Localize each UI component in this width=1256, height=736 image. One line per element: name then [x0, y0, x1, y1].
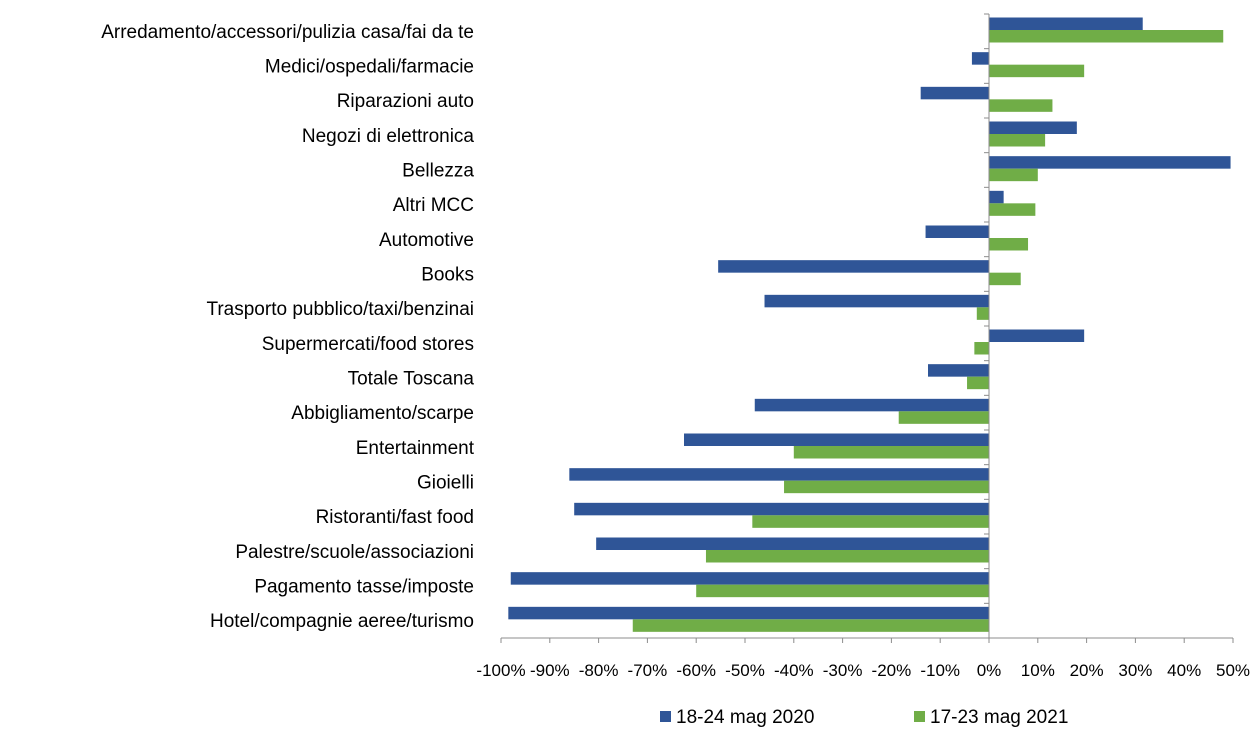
bar-series2-11	[898, 411, 989, 424]
category-label: Gioielli	[417, 473, 474, 494]
x-tick-label: -50%	[725, 661, 765, 680]
category-label: Pagamento tasse/imposte	[254, 577, 474, 598]
category-label: Books	[421, 265, 474, 286]
bar-series2-6	[989, 238, 1029, 251]
bar-series2-8	[976, 307, 989, 320]
x-tick-label: -80%	[579, 661, 619, 680]
x-tick-label: 40%	[1167, 661, 1201, 680]
legend-swatch-2	[914, 711, 925, 722]
x-tick-label: -40%	[774, 661, 814, 680]
bar-series1-0	[989, 17, 1143, 30]
x-tick-label: 50%	[1216, 661, 1250, 680]
bar-series1-1	[971, 52, 989, 65]
category-label: Entertainment	[356, 438, 475, 459]
category-label: Bellezza	[402, 161, 474, 182]
bar-series2-17	[632, 619, 989, 632]
bar-series1-8	[764, 294, 989, 308]
x-tick-label: 20%	[1070, 661, 1104, 680]
category-label: Abbigliamento/scarpe	[291, 403, 474, 424]
bar-series2-13	[784, 480, 989, 494]
legend-label-1: 18-24 mag 2020	[676, 707, 814, 728]
category-label: Hotel/compagnie aeree/turismo	[210, 611, 474, 632]
category-label: Totale Toscana	[348, 369, 475, 390]
bar-series2-3	[989, 134, 1046, 147]
bar-series1-4	[989, 156, 1231, 169]
bar-series1-11	[754, 398, 989, 412]
x-tick-label: -90%	[530, 661, 570, 680]
x-tick-label: -10%	[920, 661, 960, 680]
bar-series2-7	[989, 272, 1021, 286]
bars-group	[508, 17, 1231, 632]
x-tick-label: -100%	[476, 661, 525, 680]
bar-series1-5	[989, 190, 1004, 204]
x-tick-label: -70%	[628, 661, 668, 680]
bar-series2-4	[989, 168, 1038, 182]
x-tick-label: 30%	[1118, 661, 1152, 680]
bar-series1-15	[596, 537, 989, 550]
bar-series1-13	[569, 468, 989, 481]
bar-series1-12	[684, 433, 989, 446]
legend-label-2: 17-23 mag 2021	[930, 707, 1068, 728]
bar-series2-1	[989, 64, 1085, 78]
bar-series2-9	[974, 342, 989, 355]
category-label: Riparazioni auto	[337, 91, 474, 112]
category-label: Altri MCC	[393, 195, 474, 216]
bar-series2-5	[989, 203, 1036, 216]
bar-series1-9	[989, 329, 1085, 342]
legend: 18-24 mag 2020 17-23 mag 2021	[660, 707, 1068, 728]
bar-series2-14	[752, 515, 989, 528]
category-label: Palestre/scuole/associazioni	[235, 542, 474, 563]
category-label: Supermercati/food stores	[262, 334, 474, 355]
x-tick-label: 10%	[1021, 661, 1055, 680]
bar-series1-2	[920, 86, 989, 100]
x-tick-label: -20%	[872, 661, 912, 680]
bar-series1-7	[718, 260, 989, 273]
category-label: Negozi di elettronica	[302, 126, 475, 147]
bar-series1-16	[510, 572, 989, 585]
bar-series1-14	[574, 502, 989, 516]
bar-series1-10	[928, 364, 989, 377]
y-axis	[984, 13, 990, 639]
bar-series1-3	[989, 121, 1077, 134]
bar-series2-0	[989, 30, 1224, 43]
x-tick-label: -30%	[823, 661, 863, 680]
legend-swatch-1	[660, 711, 671, 722]
category-label: Ristoranti/fast food	[316, 507, 474, 528]
category-labels: Arredamento/accessori/pulizia casa/fai d…	[101, 22, 475, 632]
category-label: Arredamento/accessori/pulizia casa/fai d…	[101, 22, 474, 43]
category-label: Medici/ospedali/farmacie	[265, 57, 474, 78]
bar-series2-12	[793, 446, 989, 459]
category-label: Automotive	[379, 230, 474, 251]
x-tick-label: -60%	[676, 661, 716, 680]
bar-series2-15	[705, 550, 989, 563]
bar-series2-16	[696, 584, 989, 598]
bar-series2-10	[967, 376, 989, 390]
bar-series2-2	[989, 99, 1053, 112]
bar-series1-6	[925, 225, 989, 238]
category-label: Trasporto pubblico/taxi/benzinai	[206, 299, 474, 320]
x-axis: -100% -90% -80% -70% -60% -50% -40% -30% -20% -10…	[476, 637, 1250, 680]
x-tick-label: 0%	[977, 661, 1002, 680]
bar-series1-17	[508, 606, 989, 620]
